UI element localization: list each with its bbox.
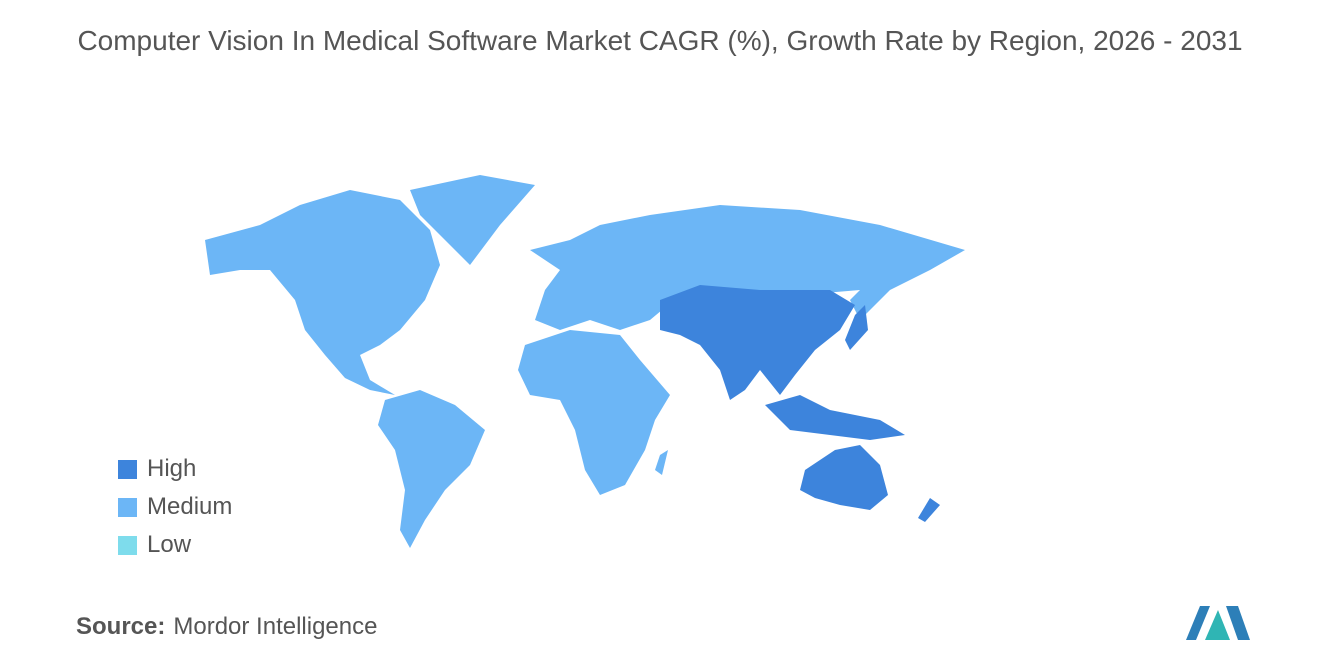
north-america [205,190,440,395]
asia-high [660,285,855,400]
chart-title: Computer Vision In Medical Software Mark… [77,25,1243,56]
madagascar [655,450,668,475]
greenland [410,175,535,265]
legend-item: Low [118,526,232,564]
australia [800,445,888,510]
legend-label: Medium [147,493,233,520]
eurasia [530,205,965,330]
source-text: Mordor Intelligence [173,613,378,640]
africa [518,330,670,495]
legend: High Medium Low [118,450,232,564]
logo [1186,606,1250,640]
logo-part [1205,610,1230,640]
legend-label: High [147,455,197,482]
legend-swatch [118,535,137,555]
legend-swatch [118,459,137,479]
logo-part [1186,606,1210,640]
southeast-asia [765,395,905,440]
legend-item: High [118,450,232,488]
medium-regions [205,175,965,548]
japan [845,305,868,350]
high-regions [660,285,940,522]
source: Source: Mordor Intelligence [76,613,377,641]
new-zealand [918,498,940,522]
source-label: Source: [76,613,166,640]
logo-part [1226,606,1250,640]
south-america [378,390,485,548]
legend-item: Medium [118,488,232,526]
legend-label: Low [147,531,192,558]
legend-swatch [118,497,137,517]
